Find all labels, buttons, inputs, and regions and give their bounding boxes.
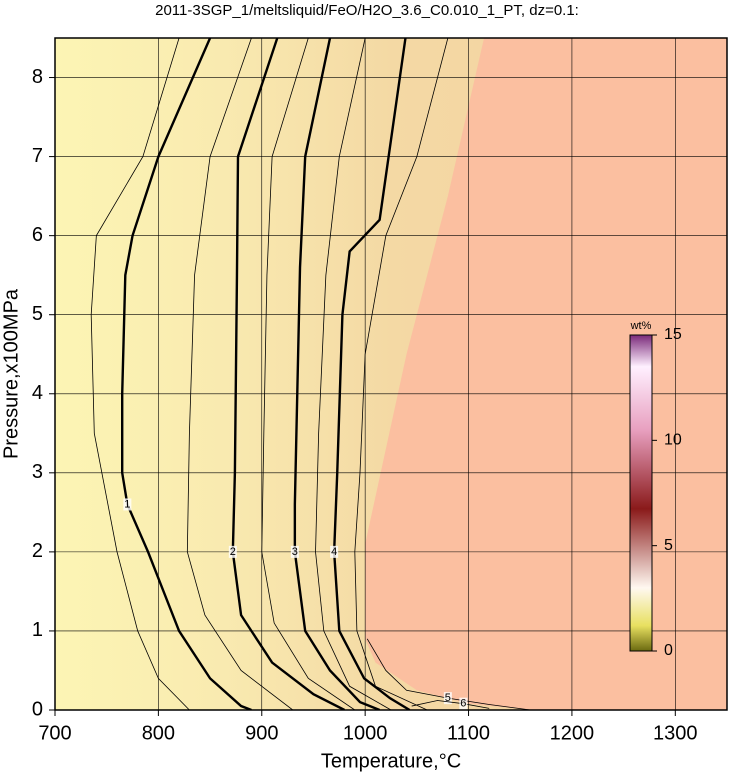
x-tick-label: 1300 — [653, 722, 698, 744]
colorbar-tick-label: 10 — [664, 432, 682, 449]
contour-label-bg — [123, 498, 132, 511]
contour-line — [186, 38, 294, 710]
contour-line — [90, 38, 190, 710]
contour-label: 4 — [331, 546, 337, 558]
colorbar-tick-label: 15 — [664, 326, 682, 343]
x-tick-label: 900 — [245, 722, 278, 744]
contour-label-bg — [443, 692, 452, 705]
colorbar — [629, 334, 653, 652]
contour-line — [366, 638, 531, 710]
x-tick-label: 1100 — [447, 722, 490, 744]
x-tick-label: 800 — [142, 722, 175, 744]
y-axis-label: Pressure,x100MPa — [0, 288, 22, 459]
contour-line — [315, 38, 392, 710]
colorbar-label: wt% — [630, 320, 652, 332]
contour-label-bg — [290, 545, 299, 558]
plot-frame — [54, 37, 728, 711]
colorbar-tick-label: 0 — [664, 642, 673, 659]
contour-label-bg — [330, 545, 339, 558]
x-tick-label: 1200 — [550, 722, 595, 744]
y-tick-label: 1 — [32, 619, 43, 641]
x-tick-label: 700 — [38, 722, 71, 744]
contour-line — [411, 700, 490, 709]
contour-label: 6 — [460, 698, 466, 710]
y-tick-label: 5 — [32, 303, 43, 325]
contour-line — [332, 38, 411, 710]
chart-title: 2011-3SGP_1/meltsliquid/FeO/H2O_3.6_C0.0… — [155, 2, 579, 19]
contour-label: 5 — [445, 692, 451, 704]
colorbar-tick-label: 5 — [664, 537, 673, 554]
y-tick-label: 7 — [32, 145, 43, 167]
contour-label-bg — [459, 697, 468, 710]
contour-label: 1 — [124, 498, 130, 510]
contour-label: 3 — [292, 546, 298, 558]
y-tick-label: 3 — [32, 461, 43, 483]
y-tick-label: 8 — [32, 66, 43, 88]
contour-label: 2 — [230, 546, 236, 558]
contour-line — [261, 38, 356, 710]
x-tick-label: 1000 — [343, 722, 388, 744]
y-tick-label: 6 — [32, 224, 43, 246]
y-tick-label: 2 — [32, 540, 43, 562]
x-axis-label: Temperature,°C — [321, 750, 461, 772]
contour-label-bg — [228, 545, 237, 558]
contour-line — [354, 38, 449, 710]
y-tick-label: 4 — [32, 382, 43, 404]
y-tick-label: 0 — [32, 698, 43, 720]
